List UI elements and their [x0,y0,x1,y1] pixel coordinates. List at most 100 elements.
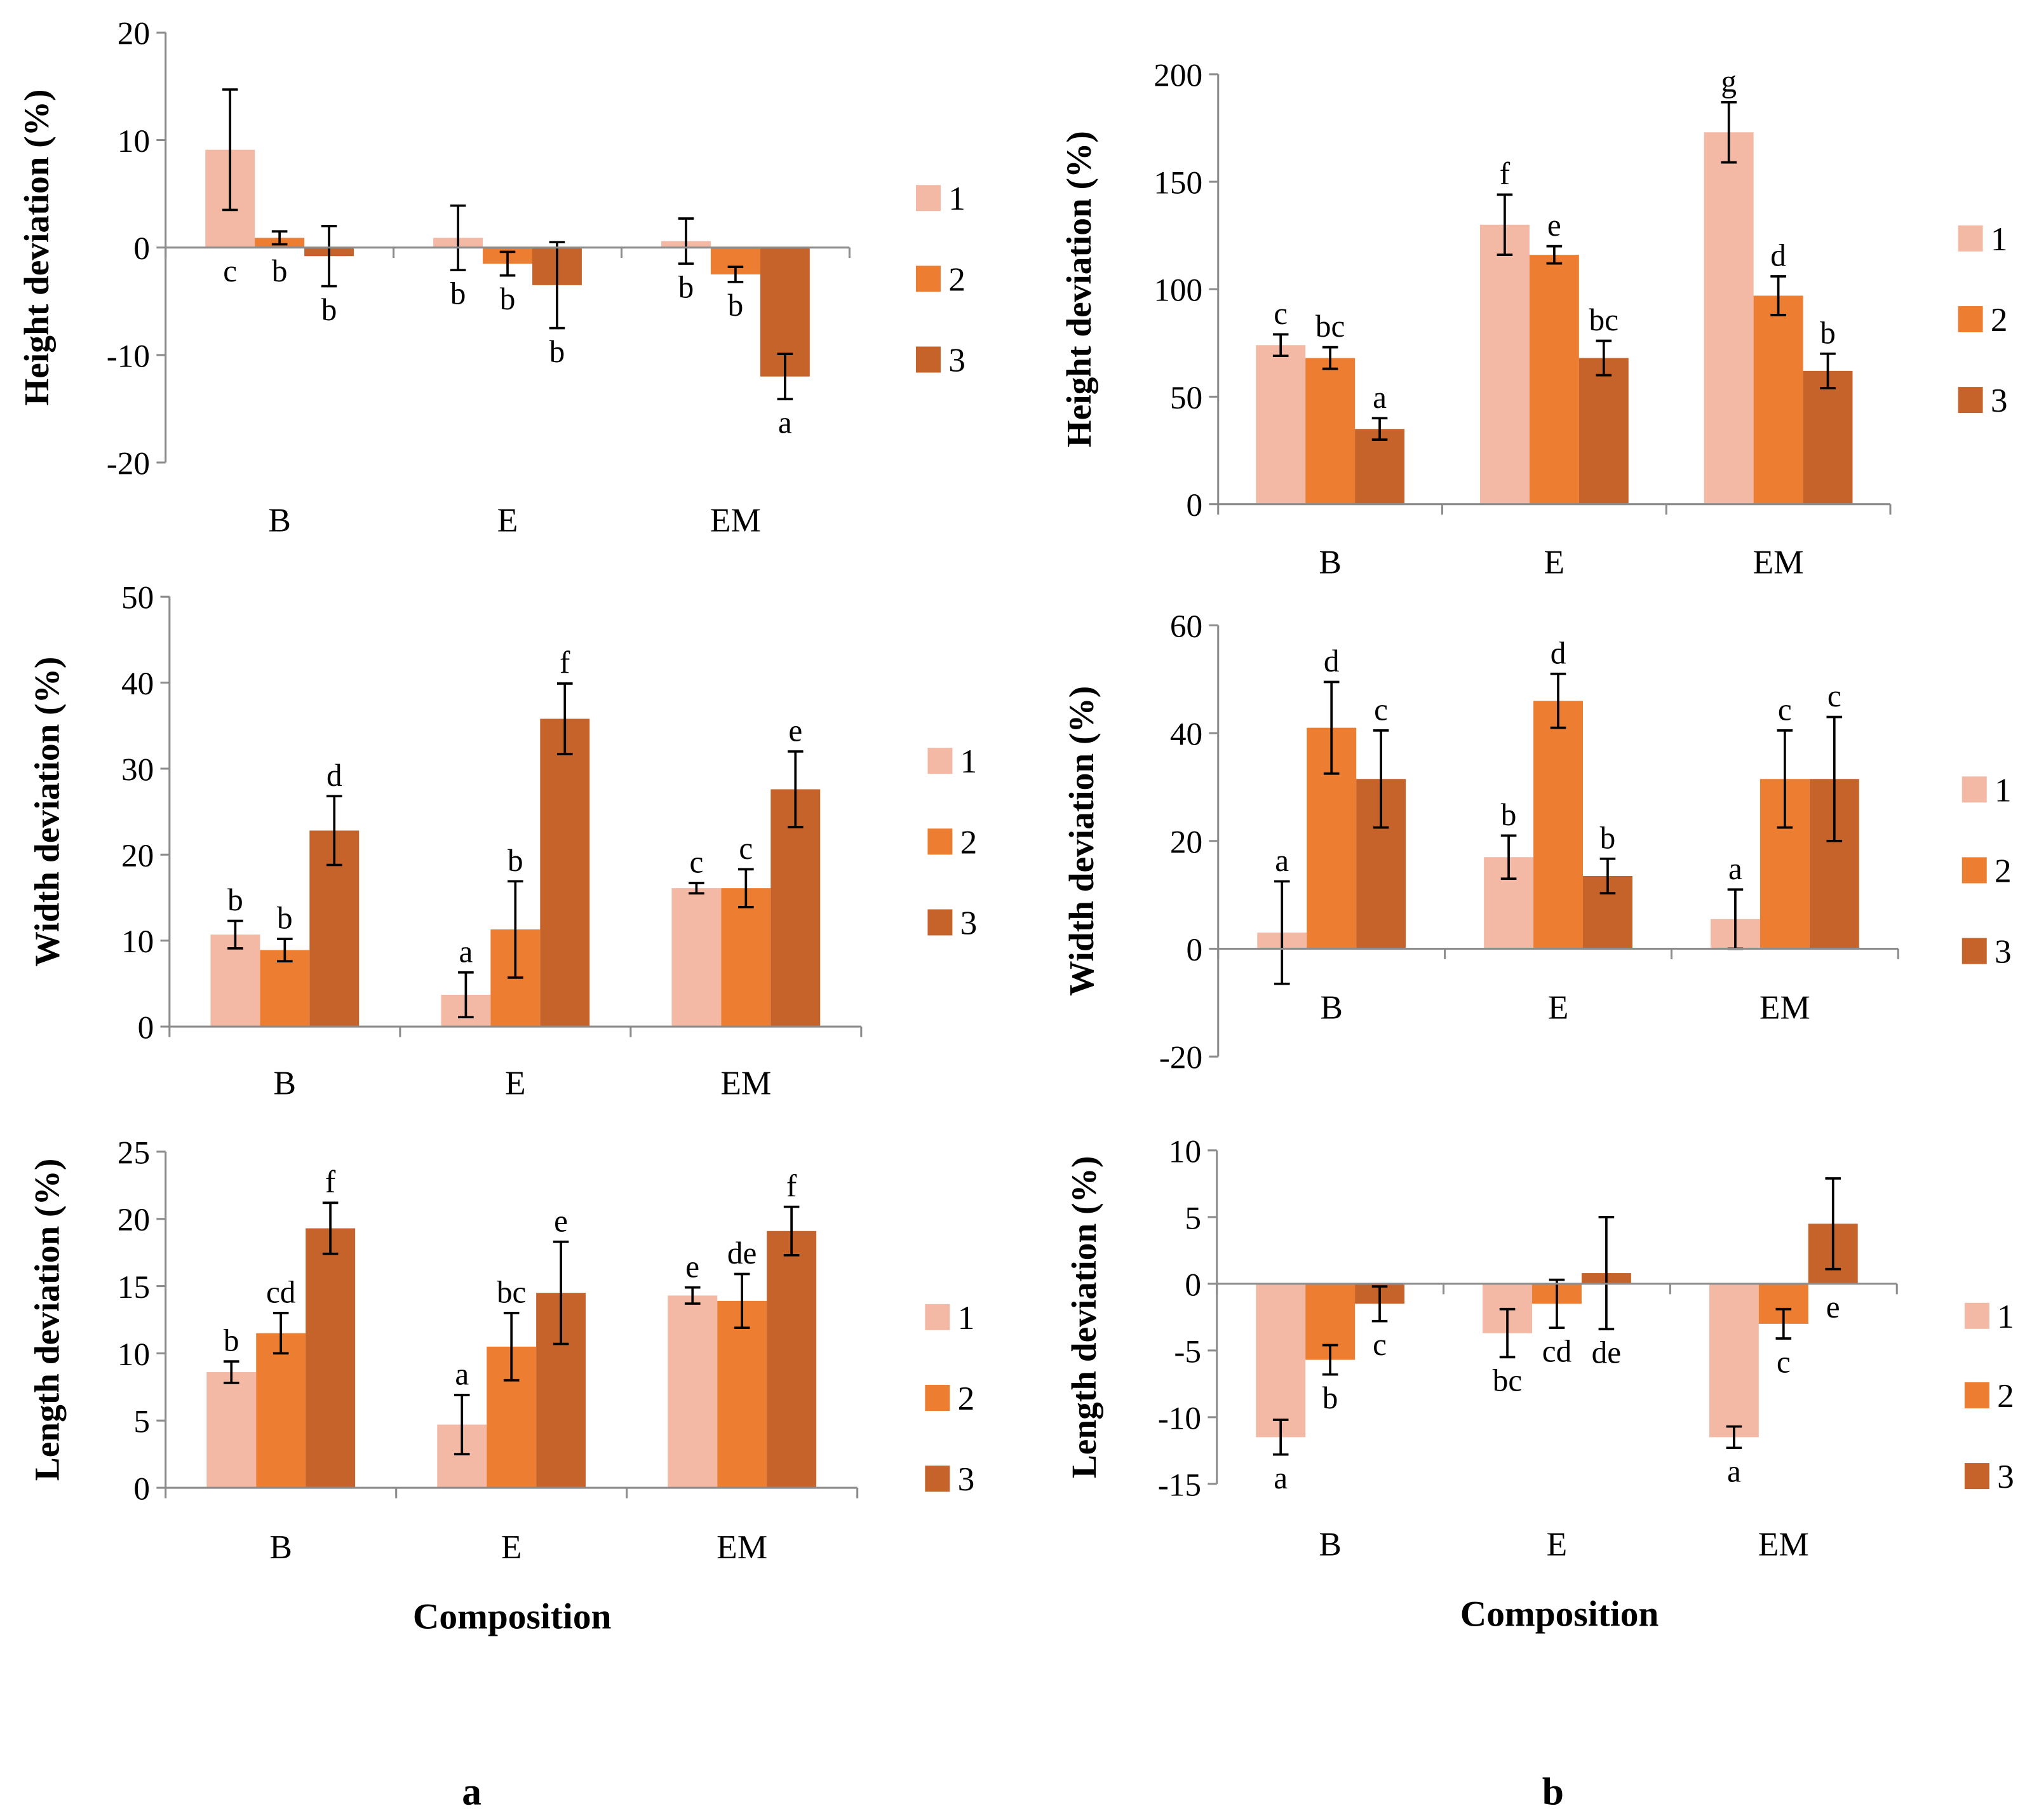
x-category-label: B [274,1064,297,1102]
significance-letter: d [1770,238,1786,273]
y-axis-title: Width deviation (%) [1062,686,1101,996]
bar-series-3-EM [767,1230,817,1488]
significance-letter: f [1500,156,1511,191]
x-category-label: E [1547,1525,1568,1563]
legend-swatch-2 [1958,306,1983,332]
x-axis-title-a: Composition [413,1597,612,1637]
significance-letter: e [788,713,802,748]
legend-label-2: 2 [1991,300,2008,339]
y-tick-label: 15 [118,1269,150,1305]
bar-series-1-EM [668,1295,718,1488]
y-tick-label: 200 [1154,57,1202,93]
y-tick-label: 0 [1187,932,1203,968]
significance-letter: cd [1542,1334,1571,1369]
significance-letter: b [500,281,516,316]
y-tick-label: 20 [121,838,154,874]
y-tick-label: 0 [133,231,150,267]
legend-swatch-3 [927,909,953,936]
significance-letter: b [549,334,565,369]
y-tick-label: 25 [118,1135,150,1171]
legend-label-1: 1 [1997,1297,2014,1335]
y-axis-title: Length deviation (%) [28,1159,67,1481]
legend-label-1: 1 [960,742,978,780]
x-category-label: E [497,501,518,539]
significance-letter: b [728,288,744,323]
significance-letter: e [685,1249,699,1284]
significance-letter: bc [1316,309,1345,344]
panel-label-b: b [1542,1770,1564,1813]
bar-series-1-E [1479,224,1530,504]
y-tick-label: 20 [1170,824,1202,860]
y-tick-label: -5 [1174,1333,1201,1370]
significance-letter: bc [497,1274,526,1309]
significance-letter: c [223,253,237,288]
y-axis-title: Width deviation (%) [28,657,67,967]
legend-swatch-3 [915,346,941,373]
significance-letter: e [1547,208,1561,243]
legend-swatch-2 [915,266,941,292]
significance-letter: b [678,269,694,304]
x-category-label: B [1319,1525,1342,1563]
legend-label-1: 1 [1991,220,2008,258]
significance-letter: f [786,1168,797,1203]
y-tick-label: 150 [1154,165,1202,201]
bar-series-3-E [540,718,590,1027]
bar-series-1-B [1256,1283,1306,1438]
y-tick-label: 0 [1185,1267,1201,1303]
legend-swatch-1 [915,185,941,212]
significance-letter: bc [1589,302,1618,337]
bar-series-2-B [256,1333,306,1488]
significance-letter: b [1501,797,1517,832]
legend-swatch-3 [1962,938,1987,964]
y-tick-label: 50 [1170,380,1202,416]
y-tick-label: 5 [1185,1200,1201,1236]
x-category-label: B [1319,543,1342,581]
legend-swatch-1 [1962,776,1987,803]
legend-label-2: 2 [1997,1377,2014,1415]
x-category-label: EM [1758,1525,1809,1563]
significance-letter: c [1274,296,1288,331]
y-tick-label: 100 [1154,273,1202,309]
y-tick-label: 60 [1170,609,1202,645]
legend-label-2: 2 [948,260,966,298]
significance-letter: c [689,845,703,880]
x-category-label: B [1320,988,1343,1027]
legend-label-3: 3 [958,1460,975,1498]
legend-label-3: 3 [960,903,978,941]
bar-series-1-B [206,1372,257,1488]
significance-letter: c [1777,1344,1791,1379]
significance-letter: b [224,1323,239,1358]
significance-letter: f [560,645,570,680]
legend-label-1: 1 [958,1298,975,1337]
bar-series-1-EM [1709,1283,1759,1438]
significance-letter: b [450,276,466,311]
bar-series-3-B [306,1228,356,1488]
significance-letter: b [1820,315,1836,350]
significance-letter: e [1826,1290,1840,1325]
legend-swatch-1 [1964,1302,1989,1329]
significance-letter: de [727,1236,757,1271]
y-tick-label: -20 [1159,1040,1202,1076]
bar-series-1-EM [1704,132,1754,504]
significance-letter: cd [266,1274,295,1309]
bar-series-2-B [260,950,310,1027]
legend-label-3: 3 [1995,933,2012,971]
significance-letter: d [326,758,342,793]
bar-series-3-EM [1803,370,1853,504]
significance-letter: b [1600,820,1616,855]
significance-letter: a [1728,851,1742,886]
legend-label-1: 1 [948,179,966,217]
legend-label-3: 3 [948,340,966,379]
y-tick-label: 40 [121,666,154,702]
significance-letter: b [1322,1380,1338,1415]
y-tick-label: 5 [133,1404,150,1440]
y-tick-label: -10 [107,338,150,374]
significance-letter: b [227,882,243,917]
significance-letter: d [1551,635,1566,670]
significance-letter: c [739,831,753,866]
x-category-label: E [505,1064,526,1102]
x-category-label: E [1544,543,1565,581]
chart-6: -15 -10 -5 0 5 10 Length deviation (%) a bc a b cd c… [1065,1133,2014,1563]
